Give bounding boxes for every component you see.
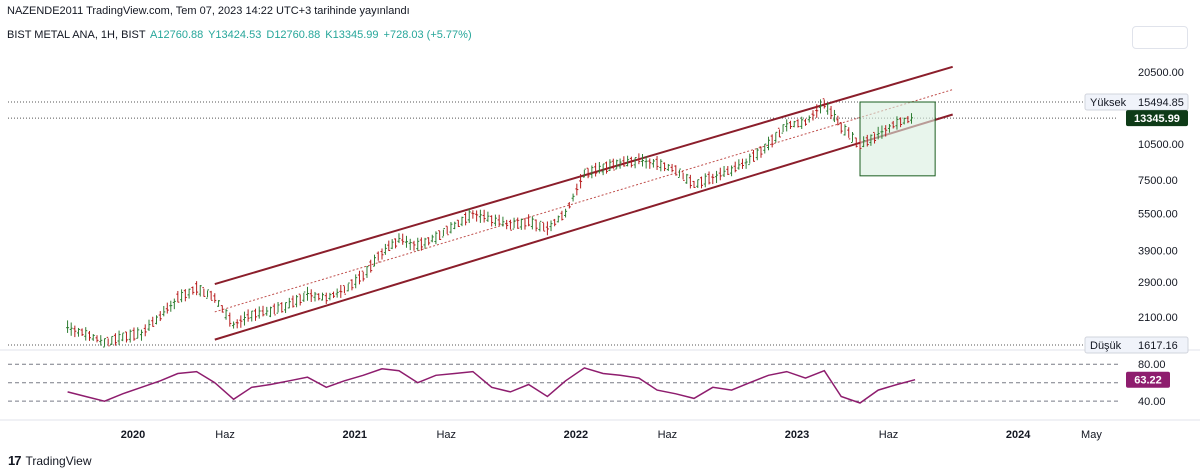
price-tick-label: 5500.00 bbox=[1138, 208, 1178, 220]
time-tick-label: Haz bbox=[658, 429, 678, 441]
time-tick-label: Haz bbox=[215, 429, 235, 441]
time-tick-label: 2021 bbox=[342, 429, 366, 441]
time-tick-label: 2022 bbox=[564, 429, 588, 441]
channel-mid-line[interactable] bbox=[214, 89, 953, 313]
tradingview-logo-icon: 17 bbox=[8, 453, 22, 468]
footer-brand: TradingView bbox=[25, 453, 92, 468]
price-tick-label: 7500.00 bbox=[1138, 175, 1178, 187]
channel-upper-line[interactable] bbox=[214, 65, 953, 286]
rsi-last-label-bg bbox=[1126, 371, 1170, 388]
channel-lower-line[interactable] bbox=[214, 113, 953, 341]
price-tick-label: 2100.00 bbox=[1138, 312, 1178, 324]
ohlc-high: Y13424.53 bbox=[208, 29, 262, 41]
published-line: NAZENDE2011 TradingView.com, Tem 07, 202… bbox=[7, 5, 410, 17]
time-tick-label: 2024 bbox=[1006, 429, 1031, 441]
footer: 17 TradingView bbox=[8, 453, 92, 468]
ohlc-change: +728.03 (+5.77%) bbox=[383, 29, 472, 41]
price-tick-label: 2900.00 bbox=[1138, 277, 1178, 289]
time-tick-label: 2023 bbox=[785, 429, 809, 441]
ohlc-close: K13345.99 bbox=[325, 29, 379, 41]
price-tick-label: 3900.00 bbox=[1138, 245, 1178, 257]
last-price-label-bg bbox=[1126, 110, 1188, 127]
rsi-last-label: 63.22 bbox=[1134, 375, 1162, 387]
rsi-line[interactable] bbox=[67, 367, 916, 404]
time-tick-label: 2020 bbox=[121, 429, 145, 441]
high-label-bg bbox=[1084, 93, 1189, 111]
rsi-tick-label: 40.00 bbox=[1138, 396, 1166, 408]
ohlc-open: A12760.88 bbox=[150, 29, 204, 41]
highlight-box[interactable] bbox=[859, 101, 936, 177]
symbol-legend: BIST METAL ANA, 1H, BIST A12760.88 Y1342… bbox=[7, 29, 474, 41]
last-price-label: 13345.99 bbox=[1134, 113, 1180, 125]
price-tick-label: 10500.00 bbox=[1138, 139, 1184, 151]
low-value-label: 1617.16 bbox=[1138, 340, 1178, 352]
ohlc-low: D12760.88 bbox=[266, 29, 321, 41]
rsi-tick-label: 80.00 bbox=[1138, 359, 1166, 371]
time-tick-label: Haz bbox=[436, 429, 456, 441]
low-label-bg bbox=[1084, 336, 1189, 354]
time-tick-label: May bbox=[1081, 429, 1102, 441]
price-tick-label: 20500.00 bbox=[1138, 67, 1184, 79]
symbol-name[interactable]: BIST METAL ANA, 1H, BIST bbox=[7, 29, 146, 41]
high-value-label: 15494.85 bbox=[1138, 97, 1184, 109]
time-tick-label: Haz bbox=[879, 429, 899, 441]
low-label-text: Düşük bbox=[1090, 340, 1122, 352]
price-axis-settings-box[interactable] bbox=[1132, 26, 1188, 49]
high-label-text: Yüksek bbox=[1090, 97, 1127, 109]
